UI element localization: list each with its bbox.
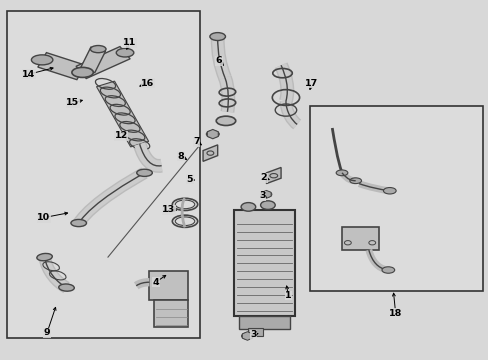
Ellipse shape [31,55,53,65]
Ellipse shape [206,131,219,137]
Bar [248,328,263,336]
Text: 15: 15 [66,98,79,107]
Text: 12: 12 [114,131,127,140]
Bar [233,211,294,316]
Ellipse shape [72,67,93,77]
Ellipse shape [241,203,255,211]
Text: 18: 18 [388,309,402,318]
Ellipse shape [59,284,74,291]
Ellipse shape [383,188,395,194]
Polygon shape [203,145,217,161]
Bar [154,300,188,327]
Text: 1: 1 [285,291,291,300]
Bar [7,12,199,338]
Polygon shape [38,53,85,80]
Ellipse shape [216,116,235,126]
Polygon shape [266,167,281,184]
Bar [341,226,378,250]
Ellipse shape [71,220,86,226]
Text: 11: 11 [123,38,136,47]
Text: 8: 8 [177,152,184,161]
Ellipse shape [37,253,52,261]
Ellipse shape [381,267,394,273]
Bar [238,316,289,329]
Ellipse shape [349,178,361,184]
Text: 9: 9 [43,328,50,337]
Text: 3: 3 [259,191,265,200]
Ellipse shape [137,169,152,176]
Text: 16: 16 [141,79,154,88]
Ellipse shape [335,170,347,176]
Bar [149,271,188,300]
Text: 5: 5 [186,175,193,184]
Text: 2: 2 [260,174,267,183]
Ellipse shape [209,33,225,41]
Ellipse shape [241,333,253,339]
Text: 10: 10 [37,213,50,222]
Polygon shape [96,81,148,147]
Text: 17: 17 [305,79,318,88]
Text: 6: 6 [215,56,222,65]
Ellipse shape [116,48,134,57]
Bar [310,107,483,291]
Ellipse shape [260,201,275,210]
Ellipse shape [261,192,271,197]
Text: 3: 3 [249,330,256,339]
Text: 7: 7 [193,137,200,146]
Polygon shape [76,46,130,78]
Text: 14: 14 [22,70,36,79]
Text: 4: 4 [152,278,159,287]
Ellipse shape [90,45,106,53]
Polygon shape [80,47,105,73]
Text: 13: 13 [162,205,175,214]
